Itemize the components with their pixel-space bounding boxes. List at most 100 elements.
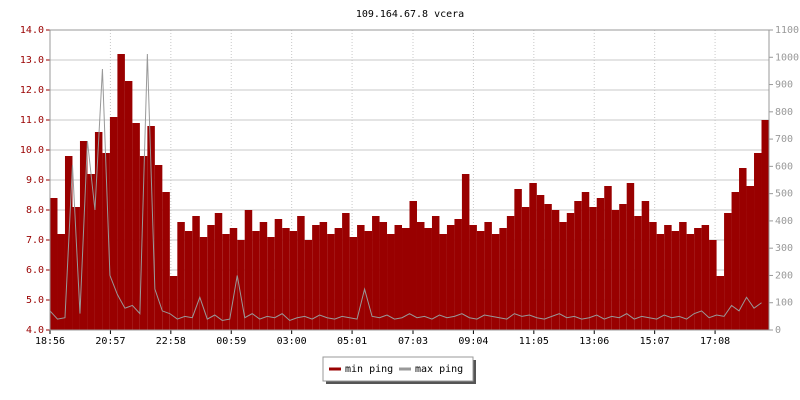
y2-tick-label: 1100 — [775, 25, 799, 36]
y2-tick-label: 500 — [775, 189, 793, 200]
area-bar — [124, 81, 133, 330]
x-tick-label: 07:03 — [398, 336, 428, 347]
area-bar — [619, 204, 627, 330]
x-tick-label: 20:57 — [95, 336, 125, 347]
area-bar — [581, 192, 590, 330]
area-bar — [237, 240, 245, 330]
area-bar — [559, 222, 567, 330]
area-bar — [476, 231, 485, 330]
line — [49, 53, 762, 322]
area-bar — [656, 234, 665, 330]
area-bar — [731, 192, 740, 330]
x-tick-label: 13:06 — [579, 336, 609, 347]
y2-tick-label: 100 — [775, 298, 793, 309]
area-bar — [304, 240, 313, 330]
area-bar — [694, 228, 702, 330]
area-bar — [282, 228, 290, 330]
area-bar — [117, 54, 125, 330]
area-bar — [506, 216, 515, 330]
area-bar — [244, 210, 253, 330]
area-bar — [416, 222, 425, 330]
y-tick-label: 10.0 — [20, 145, 44, 156]
x-tick-label: 15:07 — [640, 336, 670, 347]
area-bar — [139, 156, 148, 330]
area-bar — [529, 183, 537, 330]
y2-tick-label: 400 — [775, 216, 793, 227]
area-bar — [589, 207, 597, 330]
area-bar — [649, 222, 657, 330]
area-bar — [611, 210, 620, 330]
area-bar — [327, 234, 335, 330]
area-bar — [551, 210, 560, 330]
x-tick-label: 05:01 — [337, 336, 367, 347]
area-bar — [147, 126, 155, 330]
area-bar — [342, 213, 350, 330]
x-tick-label: 22:58 — [156, 336, 186, 347]
area-bar — [297, 216, 305, 330]
area-bar — [739, 168, 747, 330]
y2-tick-label: 800 — [775, 107, 793, 118]
area-bar — [207, 225, 215, 330]
area-bar — [439, 234, 447, 330]
y-tick-label: 5.0 — [26, 295, 44, 306]
area-bar — [671, 231, 680, 330]
area-bar — [754, 153, 762, 330]
area-bar — [87, 174, 95, 330]
area-bar — [761, 120, 769, 330]
y-tick-label: 4.0 — [26, 325, 44, 336]
area-bar — [596, 198, 605, 330]
area-bar — [491, 234, 500, 330]
area-bar — [514, 189, 522, 330]
y-tick-label: 9.0 — [26, 175, 44, 186]
legend-label: max ping — [415, 364, 463, 375]
area-bar — [162, 192, 170, 330]
area-bar — [641, 201, 650, 330]
area-bar — [536, 195, 545, 330]
area-bar — [199, 237, 208, 330]
area-bar — [521, 207, 530, 330]
area-bar — [746, 186, 755, 330]
legend — [322, 356, 474, 382]
area-bar — [109, 117, 118, 330]
area-bar — [372, 216, 380, 330]
area-bar — [334, 228, 343, 330]
area-bar — [222, 234, 230, 330]
area-bar — [626, 183, 635, 330]
area-bar — [57, 234, 65, 330]
area-bar — [566, 213, 575, 330]
area-bar — [686, 234, 695, 330]
area-bar — [634, 216, 642, 330]
area-bar — [461, 174, 470, 330]
area-bar — [229, 228, 238, 330]
area-bar — [357, 225, 365, 330]
area-bar — [94, 132, 103, 330]
y-tick-label: 12.0 — [20, 85, 44, 96]
area-bar — [252, 231, 260, 330]
area-bar — [454, 219, 462, 330]
area-bar — [349, 237, 358, 330]
x-tick-label: 03:00 — [277, 336, 307, 347]
area-bar — [319, 222, 328, 330]
area-bar — [169, 276, 178, 330]
y-tick-label: 7.0 — [26, 235, 44, 246]
chart-title: 109.164.67.8 vcera — [356, 9, 464, 20]
y2-tick-label: 900 — [775, 80, 793, 91]
area-bar — [679, 222, 687, 330]
x-tick-label: 00:59 — [216, 336, 246, 347]
area-bar — [50, 198, 58, 330]
y2-tick-label: 1000 — [775, 52, 799, 63]
area-bar — [312, 225, 320, 330]
area-bar — [409, 201, 417, 330]
legend-label: min ping — [345, 364, 393, 375]
area-bar — [289, 231, 298, 330]
y-tick-label: 14.0 — [20, 25, 44, 36]
y-tick-label: 8.0 — [26, 205, 44, 216]
x-tick-label: 09:04 — [458, 336, 488, 347]
area-bar — [716, 276, 725, 330]
area-bar — [499, 228, 507, 330]
y2-tick-label: 0 — [775, 325, 781, 336]
area-bar — [709, 240, 717, 330]
area-bar — [259, 222, 268, 330]
area-bar — [387, 234, 395, 330]
